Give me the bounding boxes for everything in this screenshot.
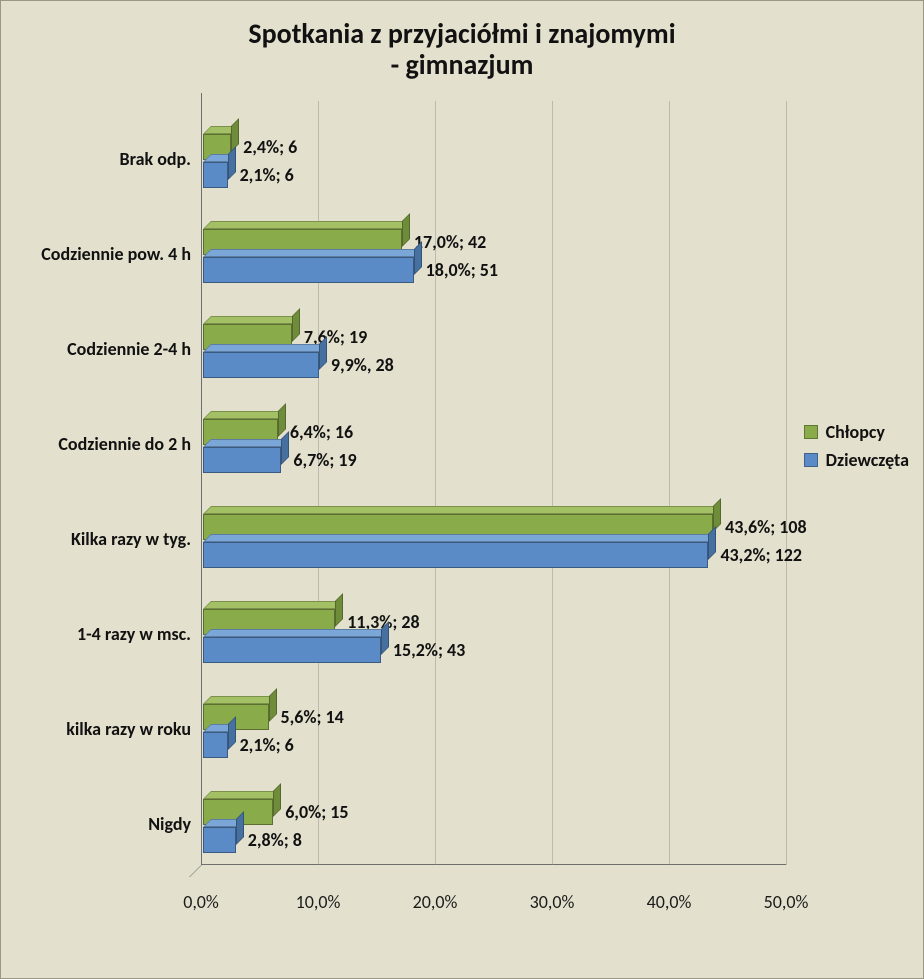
bar-face-top — [203, 344, 327, 352]
chart-title-line-2: - gimnazjum — [1, 50, 923, 81]
x-tick-label: 50,0% — [764, 891, 809, 913]
legend-item-dziewczeta: Dziewczęta — [804, 449, 909, 471]
category-label: Codziennie pow. 4 h — [1, 245, 191, 265]
x-tick-label: 40,0% — [647, 891, 692, 913]
bar-data-label: 2,1%; 6 — [240, 734, 294, 756]
gridline-v — [435, 101, 436, 865]
bar-face-side — [708, 526, 716, 560]
bar-face-front — [203, 257, 414, 283]
x-tick-label: 20,0% — [413, 891, 458, 913]
bar-face-front — [203, 732, 228, 758]
y-axis-line — [201, 101, 202, 865]
x-tick-label: 0,0% — [183, 891, 219, 913]
bar-face-top — [203, 696, 277, 704]
bar-face-side — [278, 403, 286, 437]
bar-data-label: 5,6%; 14 — [281, 706, 344, 728]
bar-data-label: 6,4%; 16 — [290, 421, 353, 443]
bar-data-label: 17,0%; 42 — [414, 231, 486, 253]
category-label: Brak odp. — [1, 150, 191, 170]
bar-data-label: 18,0%; 51 — [426, 259, 498, 281]
bar-data-label: 43,2%; 122 — [720, 544, 802, 566]
category-label: 1-4 razy w msc. — [1, 625, 191, 645]
gridline-v — [669, 101, 670, 865]
bar-face-side — [402, 213, 410, 247]
legend-item-chlopcy: Chłopcy — [804, 421, 909, 443]
bar-data-label: 6,7%; 19 — [293, 449, 356, 471]
gridline-v — [786, 101, 787, 865]
plot-area: 0,0%10,0%20,0%30,0%40,0%50,0%Brak odp.2,… — [201, 101, 786, 921]
bar-face-side — [269, 688, 277, 722]
x-tick-label: 30,0% — [530, 891, 575, 913]
bar-face-front — [203, 542, 708, 568]
bar-data-label: 2,1%; 6 — [240, 164, 294, 186]
bar-face-side — [281, 431, 289, 465]
bar-face-top — [203, 601, 343, 609]
bar-face-top — [203, 439, 289, 447]
category-label: kilka razy w roku — [1, 720, 191, 740]
bar-data-label: 15,2%; 43 — [393, 639, 465, 661]
category-label: Codziennie 2-4 h — [1, 340, 191, 360]
chart-title-line-1: Spotkania z przyjaciółmi i znajomymi — [1, 19, 923, 50]
bar-face-front — [203, 352, 319, 378]
category-label: Codziennie do 2 h — [1, 435, 191, 455]
gridline-v — [318, 101, 319, 865]
bar-face-top — [203, 534, 716, 542]
chart-container: Spotkania z przyjaciółmi i znajomymi - g… — [0, 0, 924, 979]
bar-face-top — [203, 506, 721, 514]
category-label: Nigdy — [1, 815, 191, 835]
bar-face-front — [203, 162, 228, 188]
bar-face-top — [203, 249, 422, 257]
bar-data-label: 2,4%; 6 — [243, 136, 297, 158]
bar-face-front — [203, 637, 381, 663]
bar-face-top — [203, 791, 281, 799]
bar-face-top — [203, 411, 286, 419]
floor-perspective — [189, 865, 786, 877]
bar-face-front — [203, 827, 236, 853]
bar-face-top — [203, 629, 389, 637]
legend: Chłopcy Dziewczęta — [804, 421, 909, 477]
legend-label: Dziewczęta — [826, 449, 909, 471]
bar-data-label: 9,9%, 28 — [331, 354, 394, 376]
chart-title: Spotkania z przyjaciółmi i znajomymi - g… — [1, 19, 923, 81]
bar-face-top — [203, 316, 300, 324]
category-label: Kilka razy w tyg. — [1, 530, 191, 550]
bar-face-side — [292, 308, 300, 342]
bar-data-label: 43,6%; 108 — [725, 516, 807, 538]
bar-data-label: 6,0%; 15 — [285, 801, 348, 823]
bar-face-side — [335, 593, 343, 627]
bar-data-label: 2,8%; 8 — [248, 829, 302, 851]
legend-label: Chłopcy — [826, 421, 885, 443]
bar-face-top — [203, 221, 410, 229]
gridline-v — [552, 101, 553, 865]
bar-face-front — [203, 447, 281, 473]
bar-face-side — [273, 783, 281, 817]
x-tick-label: 10,0% — [296, 891, 341, 913]
legend-swatch-dziewczeta — [804, 453, 818, 467]
legend-swatch-chlopcy — [804, 425, 818, 439]
